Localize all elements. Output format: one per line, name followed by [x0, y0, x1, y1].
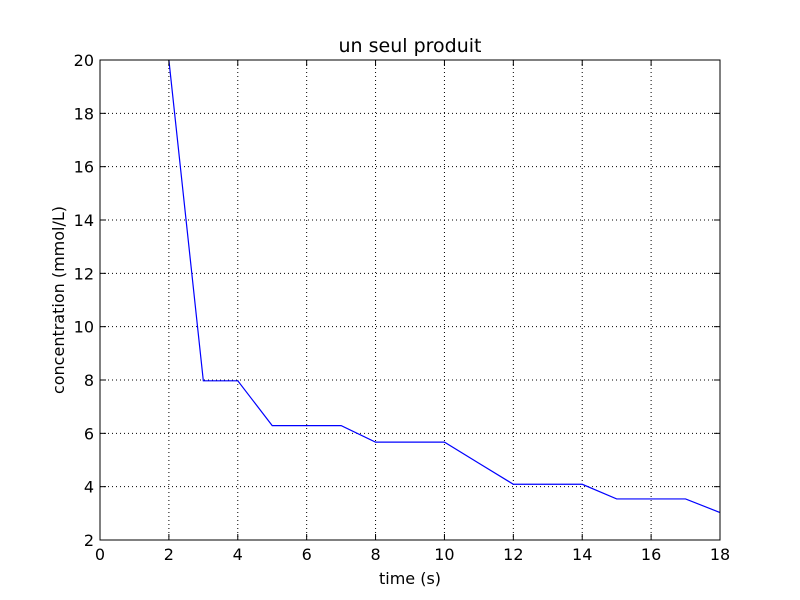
x-tick-label: 6 [302, 545, 312, 564]
x-tick-label: 14 [572, 545, 592, 564]
y-tick-label: 10 [74, 318, 94, 337]
x-tick-label: 4 [233, 545, 243, 564]
x-tick-label: 2 [164, 545, 174, 564]
x-tick-label: 16 [641, 545, 661, 564]
y-tick-label: 4 [84, 478, 94, 497]
y-tick-label: 20 [74, 51, 94, 70]
x-tick-label: 8 [370, 545, 380, 564]
y-tick-label: 18 [74, 104, 94, 123]
y-tick-label: 2 [84, 531, 94, 550]
series-layer [168, 60, 720, 514]
y-tick-label: 14 [74, 211, 94, 230]
y-tick-label: 16 [74, 158, 94, 177]
y-tick-label: 6 [84, 424, 94, 443]
y-tick-label: 8 [84, 371, 94, 390]
plot-area-frame [99, 59, 721, 541]
y-tick-label: 12 [74, 264, 94, 283]
chart-title: un seul produit [339, 35, 482, 57]
x-axis-label: time (s) [379, 569, 441, 588]
x-tick-label: 18 [710, 545, 730, 564]
x-tick-label: 10 [434, 545, 454, 564]
x-tick-label: 12 [503, 545, 523, 564]
x-tick-label: 0 [95, 545, 105, 564]
grid-lines [100, 60, 720, 540]
y-axis-label: concentration (mmol/L) [49, 206, 68, 394]
series-line-1 [168, 60, 720, 514]
